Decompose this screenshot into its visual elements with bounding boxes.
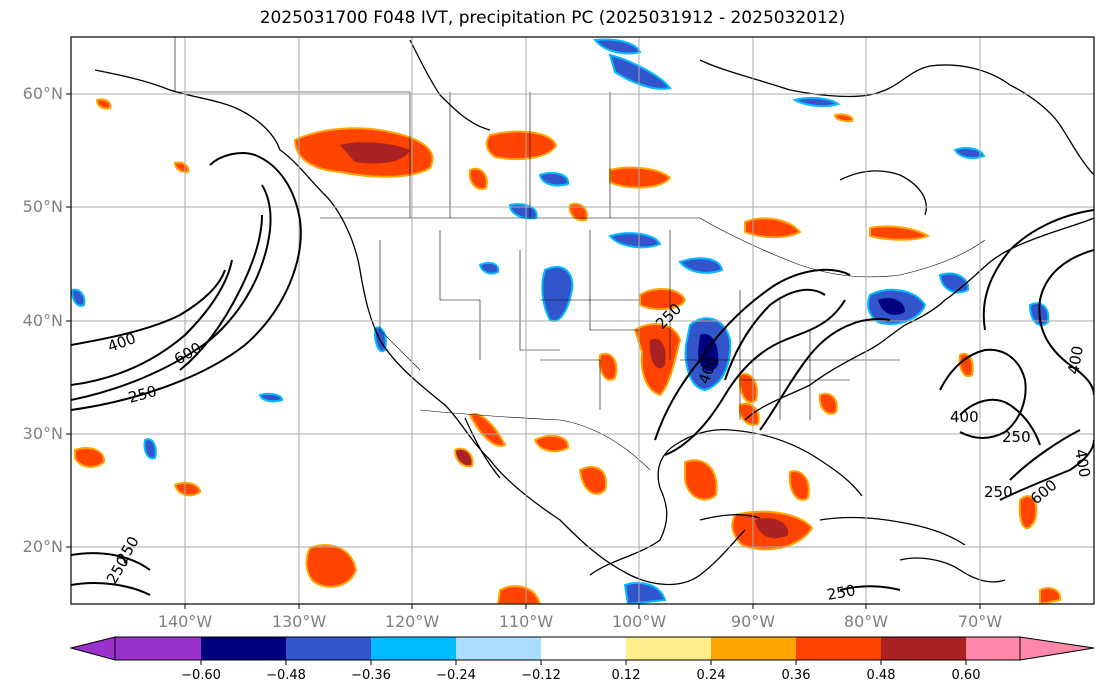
colorbar-under-triangle [69, 636, 116, 661]
page-title: 2025031700 F048 IVT, precipitation PC (2… [259, 8, 846, 28]
colorbar-tick-label: 0.24 [696, 668, 726, 683]
contour-label: 250 [984, 483, 1013, 501]
colorbar-segment [115, 637, 201, 660]
colorbar-segment [711, 637, 796, 660]
colorbar-segment [796, 637, 881, 660]
contour-label: 250 [826, 581, 857, 604]
colorbar-segment [201, 637, 286, 660]
colorbar-segment [371, 637, 456, 660]
political-borders [174, 37, 986, 471]
colorbar-tick-label: −0.60 [181, 668, 221, 683]
colorbar [69, 636, 1095, 665]
colorbar-segment [456, 637, 541, 660]
colorbar-segment [626, 637, 711, 660]
precip-positive-patches [74, 98, 1062, 604]
colorbar-tick-label: −0.24 [436, 668, 476, 683]
colorbar-segment [881, 637, 966, 660]
contour-label: 250 [1002, 428, 1031, 446]
colorbar-tick-label: −0.48 [266, 668, 306, 683]
contour-label: 400 [1071, 448, 1094, 479]
ivt-contours [71, 152, 1094, 596]
coastlines [94, 39, 1094, 586]
colorbar-tick-label: 0.36 [781, 668, 811, 683]
lat-label-20: 20°N [22, 537, 63, 556]
contour-label: 400 [1064, 344, 1087, 375]
colorbar-over-triangle [1019, 636, 1095, 661]
lon-label-110w: 110°W [498, 612, 554, 631]
colorbar-tick-label: 0.12 [611, 668, 641, 683]
lat-label-30: 30°N [22, 424, 63, 443]
lon-label-120w: 120°W [384, 612, 440, 631]
lon-label-70w: 70°W [957, 612, 1003, 631]
lat-label-60: 60°N [22, 84, 63, 103]
colorbar-segment [966, 637, 1020, 660]
colorbar-segment [541, 637, 626, 660]
contour-label: 400 [950, 408, 979, 426]
colorbar-tick-label: 0.48 [866, 668, 896, 683]
colorbar-tick-label: 0.60 [951, 668, 981, 683]
lat-label-40: 40°N [22, 311, 63, 330]
contour-label: 250 [126, 382, 158, 407]
lon-label-130w: 130°W [271, 612, 327, 631]
lon-label-100w: 100°W [611, 612, 667, 631]
colorbar-tick-label: −0.12 [521, 668, 561, 683]
lat-label-50: 50°N [22, 197, 63, 216]
axis-ticks [66, 93, 981, 609]
map-content: 400 600 250 250 400 250 400 400 250 250 … [71, 37, 1094, 604]
gridlines [71, 37, 1094, 604]
lon-label-140w: 140°W [157, 612, 213, 631]
lon-label-80w: 80°W [843, 612, 889, 631]
lon-label-90w: 90°W [730, 612, 776, 631]
contour-labels: 400 600 250 250 400 250 400 400 250 250 … [103, 300, 1094, 604]
colorbar-tick-label: −0.36 [351, 668, 391, 683]
contour-label: 400 [105, 329, 138, 356]
colorbar-segment [286, 637, 371, 660]
